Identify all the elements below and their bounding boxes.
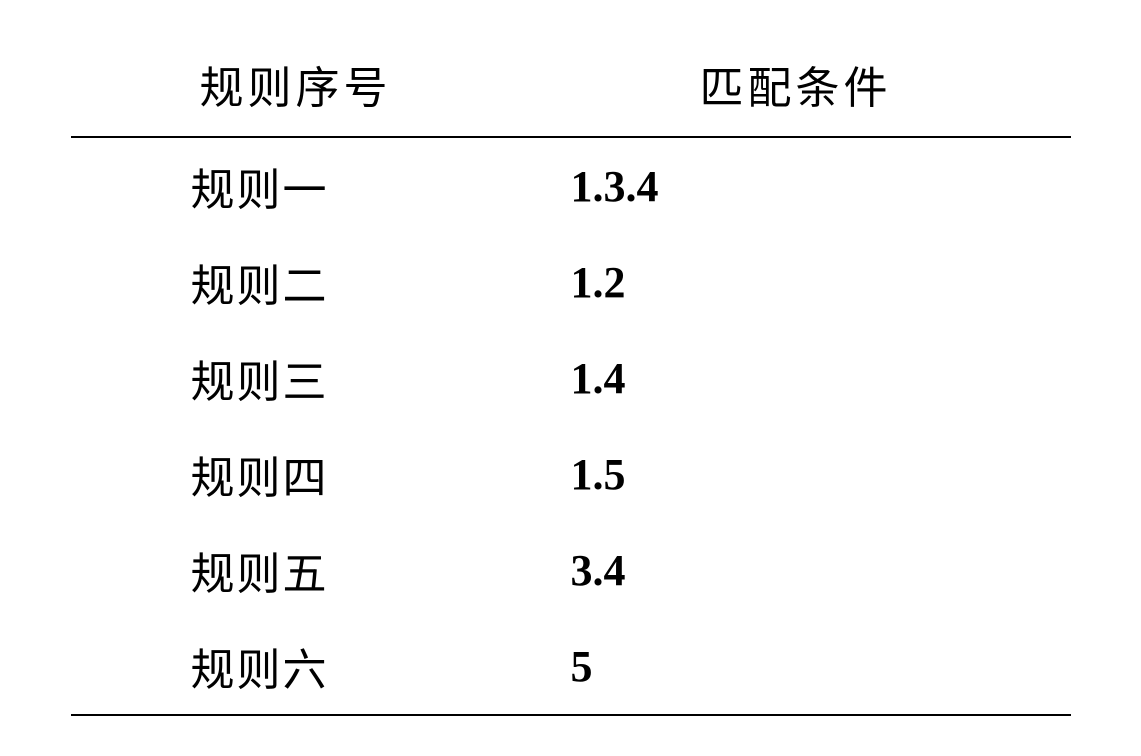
table-header-row: 规则序号 匹配条件 xyxy=(71,40,1071,137)
match-cell: 5 xyxy=(521,618,1071,715)
match-cell: 1.3.4 xyxy=(521,137,1071,234)
rule-cell: 规则二 xyxy=(71,234,521,330)
rules-table: 规则序号 匹配条件 规则一 1.3.4 规则二 1.2 规则三 1.4 规则四 … xyxy=(71,40,1071,716)
rule-cell: 规则三 xyxy=(71,330,521,426)
table-row: 规则一 1.3.4 xyxy=(71,137,1071,234)
match-cell: 1.5 xyxy=(521,426,1071,522)
match-cell: 1.4 xyxy=(521,330,1071,426)
table-row: 规则五 3.4 xyxy=(71,522,1071,618)
rule-cell: 规则六 xyxy=(71,618,521,715)
rule-cell: 规则一 xyxy=(71,137,521,234)
match-cell: 1.2 xyxy=(521,234,1071,330)
table-row: 规则六 5 xyxy=(71,618,1071,715)
column-header-rule: 规则序号 xyxy=(71,40,521,137)
rule-cell: 规则五 xyxy=(71,522,521,618)
table-row: 规则四 1.5 xyxy=(71,426,1071,522)
table-row: 规则三 1.4 xyxy=(71,330,1071,426)
rule-cell: 规则四 xyxy=(71,426,521,522)
rules-table-container: 规则序号 匹配条件 规则一 1.3.4 规则二 1.2 规则三 1.4 规则四 … xyxy=(71,40,1071,716)
match-cell: 3.4 xyxy=(521,522,1071,618)
column-header-match: 匹配条件 xyxy=(521,40,1071,137)
table-row: 规则二 1.2 xyxy=(71,234,1071,330)
